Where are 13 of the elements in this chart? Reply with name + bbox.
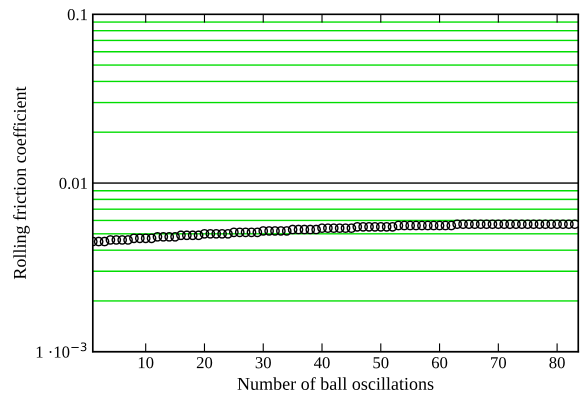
x-tick-label: 10 <box>138 357 154 368</box>
x-tick-label: 60 <box>432 357 448 368</box>
x-tick-label: 80 <box>549 357 565 368</box>
y-tick-label: 1 ·10$^{−3}$ <box>36 342 86 358</box>
x-tick-label: 70 <box>491 357 506 368</box>
x-tick-label: 50 <box>373 357 388 368</box>
x-tick-label: 40 <box>314 357 330 368</box>
y-tick-label: 0.01 <box>59 178 87 190</box>
x-tick-label: 20 <box>196 357 212 368</box>
x-axis-title: Number of ball oscillations <box>238 377 434 390</box>
y-axis-title: Rolling friction coefficient <box>13 86 30 280</box>
y-tick-label: 0.1 <box>68 9 87 20</box>
x-tick-label: 30 <box>256 357 271 368</box>
